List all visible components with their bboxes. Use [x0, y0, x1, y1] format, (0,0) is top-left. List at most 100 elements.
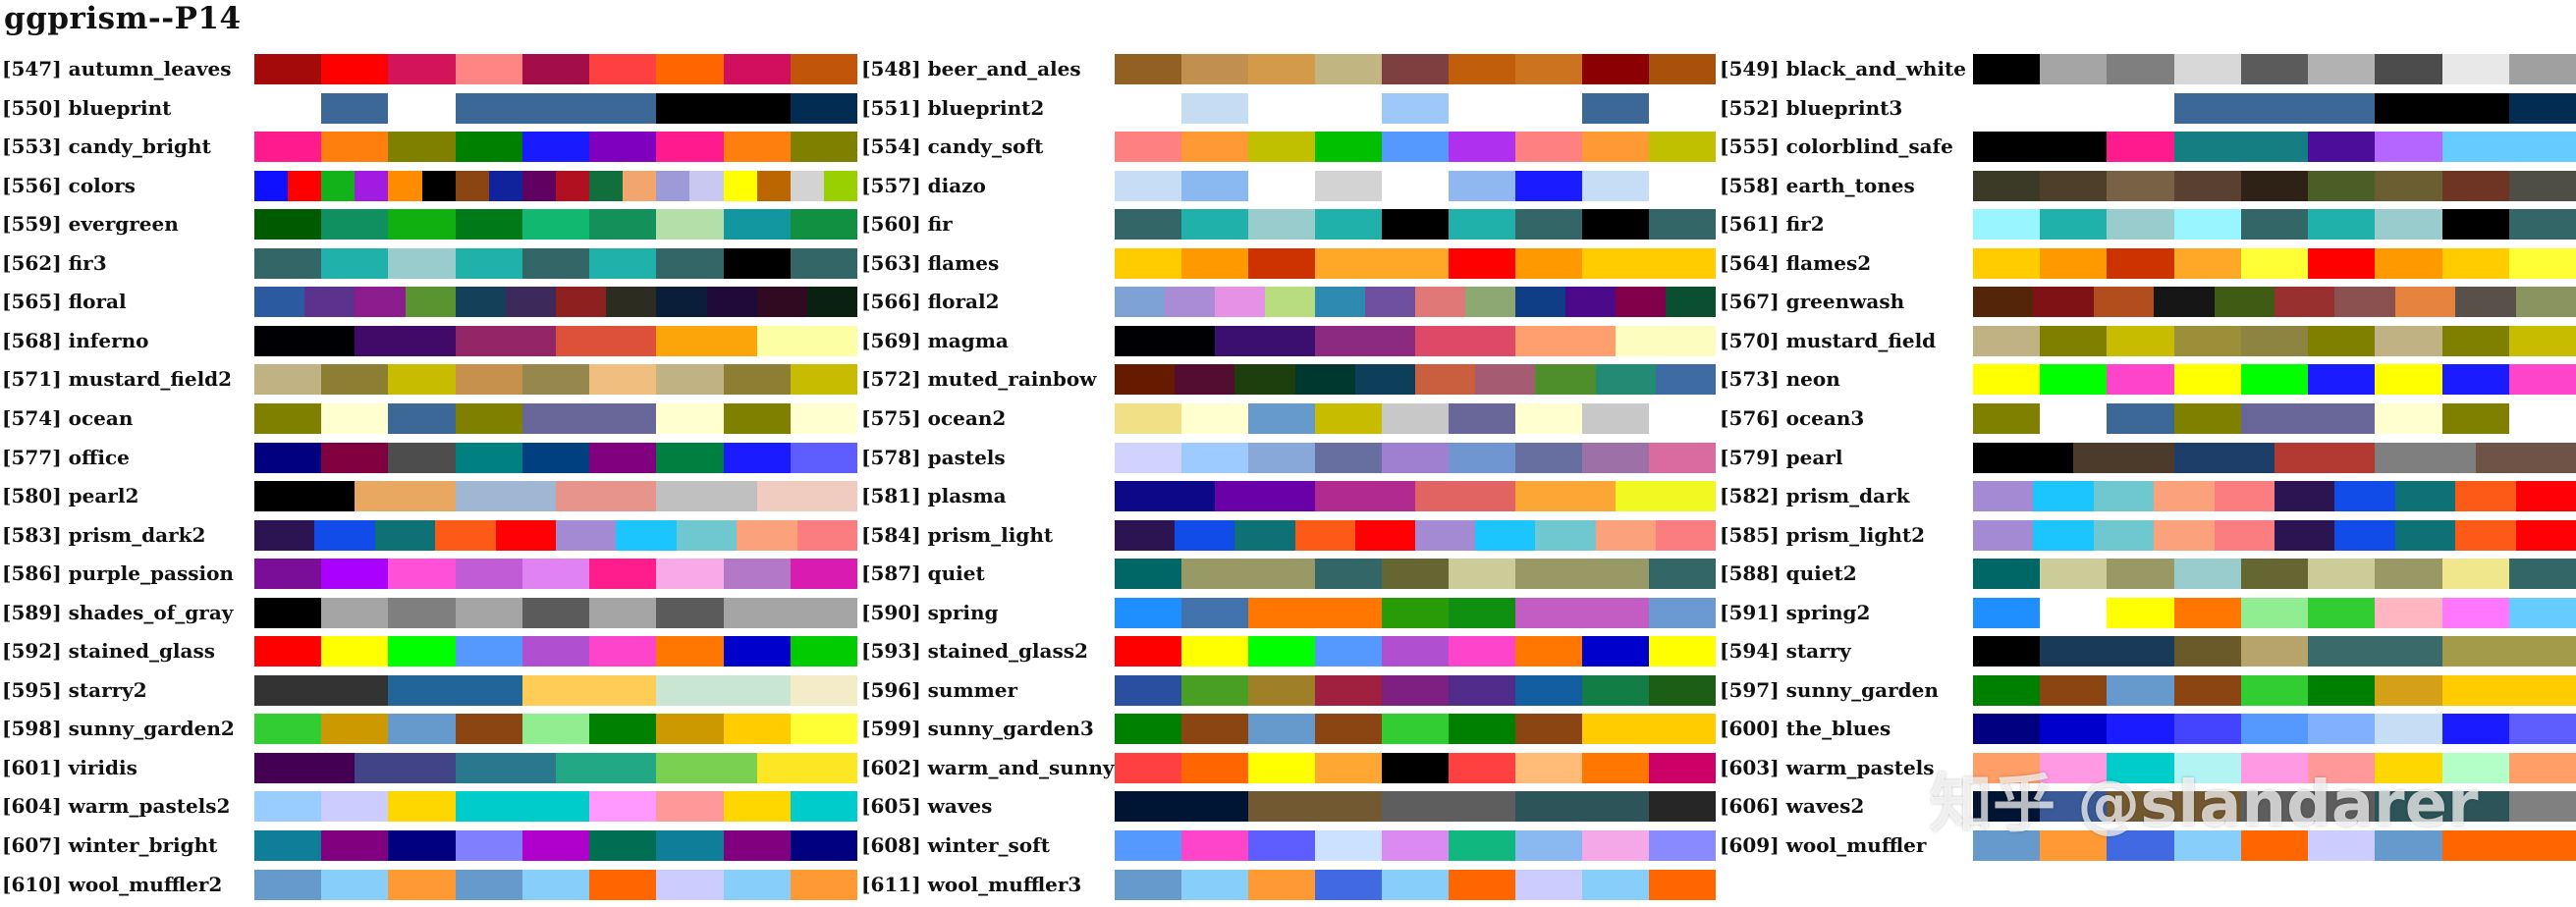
color-swatch	[1616, 325, 1716, 356]
palette-label: [553] candy_bright	[2, 134, 211, 159]
palette-label: [606] waves2	[1720, 794, 1865, 819]
palette-strip	[254, 674, 857, 706]
color-swatch	[1973, 287, 2034, 318]
color-swatch	[1582, 869, 1649, 900]
color-swatch	[521, 92, 590, 124]
color-swatch	[495, 519, 557, 551]
color-swatch	[1973, 597, 2041, 628]
color-swatch	[1449, 170, 1515, 201]
palette-strip	[1973, 442, 2576, 473]
color-swatch	[2107, 636, 2174, 667]
color-swatch	[1582, 442, 1649, 473]
color-swatch	[1649, 132, 1716, 163]
color-swatch	[2375, 597, 2442, 628]
color-swatch	[2508, 132, 2576, 163]
color-swatch	[606, 287, 657, 318]
palette-label: [555] colorblind_safe	[1720, 134, 1953, 159]
palette-label: [565] floral	[2, 290, 127, 314]
color-swatch	[2173, 247, 2241, 279]
color-swatch	[2441, 674, 2509, 706]
palette-label: [603] warm_pastels	[1720, 755, 1935, 779]
color-swatch	[321, 674, 389, 706]
color-swatch	[1515, 597, 1582, 628]
color-swatch	[2093, 481, 2155, 512]
color-swatch	[1582, 636, 1649, 667]
color-swatch	[2040, 597, 2108, 628]
color-swatch	[1973, 830, 2041, 861]
color-swatch	[1415, 364, 1476, 396]
color-swatch	[2154, 481, 2215, 512]
palette-strip	[254, 247, 857, 279]
color-swatch	[1248, 209, 1315, 240]
color-swatch	[1515, 132, 1582, 163]
color-swatch	[2334, 287, 2395, 318]
color-swatch	[1449, 752, 1515, 783]
color-swatch	[1649, 92, 1716, 124]
color-swatch	[1582, 132, 1649, 163]
color-swatch	[1315, 559, 1382, 590]
color-swatch	[2107, 597, 2174, 628]
color-swatch	[2275, 287, 2335, 318]
color-swatch	[2441, 636, 2509, 667]
color-swatch	[1666, 287, 1716, 318]
color-swatch	[1649, 559, 1716, 590]
palette-strip	[1115, 287, 1716, 318]
palette-strip	[254, 442, 857, 473]
color-swatch	[1449, 869, 1515, 900]
palette-strip	[1115, 209, 1716, 240]
color-swatch	[2375, 636, 2442, 667]
color-swatch	[2154, 519, 2215, 551]
palette-label: [573] neon	[1720, 367, 1840, 392]
color-swatch	[388, 132, 456, 163]
color-swatch	[2154, 287, 2215, 318]
color-swatch	[2275, 519, 2335, 551]
color-swatch	[2040, 132, 2108, 163]
color-swatch	[723, 364, 791, 396]
color-swatch	[2334, 519, 2395, 551]
palette-label: [583] prism_dark2	[2, 522, 206, 547]
color-swatch	[656, 830, 724, 861]
palette-strip	[254, 54, 857, 84]
color-swatch	[1973, 519, 2034, 551]
color-swatch	[589, 132, 657, 163]
palette-strip	[1115, 402, 1716, 434]
color-swatch	[1515, 209, 1582, 240]
color-swatch	[723, 597, 791, 628]
palette-strip	[1973, 132, 2576, 163]
color-swatch	[2375, 132, 2442, 163]
color-swatch	[589, 402, 657, 434]
color-swatch	[2040, 364, 2108, 396]
palette-label: [568] inferno	[2, 328, 149, 352]
color-swatch	[2375, 170, 2442, 201]
color-swatch	[2173, 402, 2241, 434]
color-swatch	[1248, 402, 1315, 434]
color-swatch	[2240, 830, 2309, 861]
color-swatch	[355, 170, 389, 201]
color-swatch	[455, 402, 522, 434]
color-swatch	[656, 92, 724, 124]
color-swatch	[1315, 209, 1382, 240]
color-swatch	[656, 325, 757, 356]
color-swatch	[2214, 287, 2275, 318]
color-swatch	[254, 752, 356, 783]
palette-strip	[1973, 559, 2576, 590]
color-swatch	[254, 54, 322, 84]
color-swatch	[2508, 209, 2576, 240]
color-swatch	[2508, 247, 2576, 279]
color-swatch	[589, 364, 657, 396]
color-swatch	[254, 287, 305, 318]
color-swatch	[656, 54, 724, 84]
color-swatch	[321, 209, 389, 240]
color-swatch	[723, 170, 757, 201]
color-swatch	[1115, 54, 1181, 84]
palette-label: [596] summer	[861, 677, 1018, 702]
palette-label: [599] sunny_garden3	[861, 717, 1094, 741]
color-swatch	[321, 791, 389, 823]
color-swatch	[1973, 325, 2041, 356]
color-swatch	[756, 325, 857, 356]
color-swatch	[1449, 674, 1515, 706]
color-swatch	[1449, 830, 1515, 861]
color-swatch	[1248, 674, 1315, 706]
color-swatch	[2033, 519, 2094, 551]
color-swatch	[2308, 364, 2376, 396]
